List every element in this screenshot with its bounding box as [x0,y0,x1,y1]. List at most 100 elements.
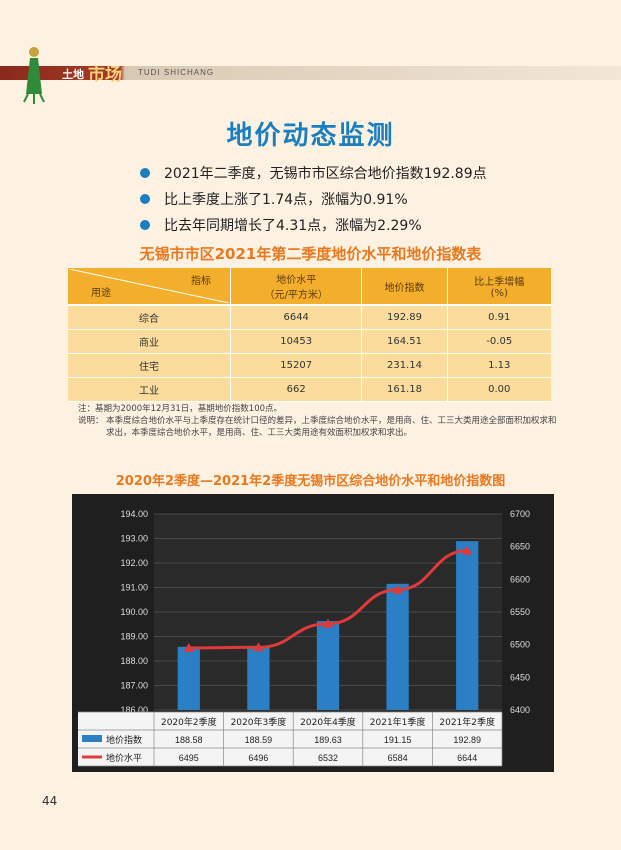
page-title: 地价动态监测 [226,121,395,151]
y-right-tick-label: 6650 [510,542,530,552]
list-item: 比去年同期增长了4.31点，涨幅为2.29% [140,212,487,238]
combo-chart: 186.00 187.00 188.00 189.00 190.00 191.00 192.… [78,509,530,767]
cell-price-level: 10453 [229,329,362,354]
table-row: 综合 6644 192.89 0.91 [68,305,551,330]
note-key: 注： [78,404,96,414]
y-left-tick-label: 187.00 [120,681,148,691]
cell-price-level: 662 [229,377,362,402]
y-left-tick-label: 189.00 [120,632,148,642]
data-label: 6584 [388,753,408,763]
list-item: 比上季度上涨了1.74点，涨幅为0.91% [140,186,487,212]
chart-title: 2020年2季度—2021年2季度无锡市区综合地价水平和地价指数图 [115,474,506,489]
table-row: 商业 10453 164.51 -0.05 [68,329,551,354]
bullet-dot-icon [140,220,150,230]
header-pinyin: TUDI SHICHANG [138,68,215,77]
table-row: 工业 662 161.18 0.00 [68,377,551,402]
col-header-growth: 比上季增幅 (%) [446,268,551,306]
cell-growth: 0.00 [446,377,551,402]
line-point [253,642,264,652]
land-price-table: 指标 用途 地价水平 （元/平方米） 地价指数 比上季增幅 (%) 综合 6644 … [68,268,551,402]
category-label: 2020年4季度 [300,716,356,728]
line-point [462,545,473,555]
data-label: 188.59 [245,735,273,745]
y-left-tick-label: 188.00 [120,656,148,666]
cell-growth: 1.13 [446,353,551,378]
table-header-row: 指标 用途 地价水平 （元/平方米） 地价指数 比上季增幅 (%) [68,268,551,306]
data-table-bg [78,712,502,766]
y-left-tick-label: 193.00 [120,534,148,544]
legend-series-name: 地价指数 [106,734,142,746]
cell-price-index: 164.51 [361,329,448,354]
cell-price-level: 6644 [229,305,362,330]
bullet-dot-icon [140,168,150,178]
page-header: 土地 市场 TUDI SHICHANG [0,58,621,92]
col-header-price-level: 地价水平 （元/平方米） [229,268,362,306]
table-title: 无锡市市区2021年第二季度地价水平和地价指数表 [139,245,482,263]
cell-price-index: 161.18 [361,377,448,402]
data-label: 188.58 [175,735,203,745]
cell-growth: 0.91 [446,305,551,330]
data-label: 189.63 [314,735,342,745]
cell-use: 工业 [68,377,231,402]
header-brand: 市场 [88,65,122,85]
page-number: 44 [42,794,58,808]
cell-price-level: 15207 [229,353,362,378]
table-row: 住宅 15207 231.14 1.13 [68,353,551,378]
y-left-tick-label: 192.00 [120,558,148,568]
category-label: 2020年2季度 [161,716,217,728]
y-right-tick-label: 6450 [510,672,530,682]
legend-bar-icon [82,735,102,742]
bar [316,621,340,710]
data-label: 6644 [457,753,477,763]
data-label: 6532 [318,753,338,763]
legend-series-name: 地价水平 [106,752,142,764]
cell-use: 综合 [68,305,231,330]
y-right-tick-label: 6500 [510,640,530,650]
y-left-tick-label: 190.00 [120,607,148,617]
y-right-tick-label: 6600 [510,574,530,584]
chart-panel: 186.00 187.00 188.00 189.00 190.00 191.00 192.… [72,494,554,772]
bullet-list: 2021年二季度，无锡市市区综合地价指数192.89点 比上季度上涨了1.74点… [140,160,487,238]
corner-indicator-label: 指标 [191,276,211,287]
cell-price-index: 192.89 [361,305,448,330]
cell-use: 住宅 [68,353,231,378]
y-left-tick-label: 191.00 [120,583,148,593]
col-header-price-index: 地价指数 [361,268,448,306]
line-point [323,618,333,628]
corner-use-label: 用途 [91,288,111,299]
line-point [183,642,194,652]
y-left-tick-label: 194.00 [120,509,148,519]
y-right-tick-label: 6400 [510,705,530,715]
note-text: 基期为2000年12月31日，基期地价指数100点。 [95,404,283,414]
tassel-icon [23,47,45,104]
bullet-text: 比上季度上涨了1.74点，涨幅为0.91% [164,192,408,208]
bullet-text: 比去年同期增长了4.31点，涨幅为2.29% [164,218,422,234]
bar [177,646,200,710]
y-right-tick-label: 6700 [510,509,530,519]
cell-growth: -0.05 [446,329,551,354]
table-notes: 注： 基期为2000年12月31日，基期地价指数100点。 说明： 本季度综合地价水… [78,403,558,439]
desc-text: 本季度综合地价水平与上季度存在统计口径的差异，上季度综合地价水平，是用商、住、工… [106,416,557,438]
diagonal-line-icon [69,269,229,303]
y-right-tick-label: 6550 [510,607,530,617]
data-label: 191.15 [384,735,412,745]
header-section-label: 土地 [62,68,84,81]
bar [386,583,409,710]
table-corner-header: 指标 用途 [68,268,231,306]
bar [247,646,270,710]
series-line [188,549,468,650]
bar [456,541,479,710]
header-band [0,66,621,80]
category-label: 2021年2季度 [439,716,495,728]
bullet-text: 2021年二季度，无锡市市区综合地价指数192.89点 [164,166,487,182]
bullet-dot-icon [140,194,150,204]
category-label: 2021年1季度 [370,716,426,728]
y-left-tick-label: 186.00 [120,705,148,715]
data-label: 192.89 [453,735,481,745]
cell-price-index: 231.14 [361,353,448,378]
cell-use: 商业 [68,329,231,354]
data-label: 6495 [179,753,199,763]
desc-key: 说明： [78,416,104,426]
line-point [392,584,403,594]
data-label: 6496 [248,753,268,763]
